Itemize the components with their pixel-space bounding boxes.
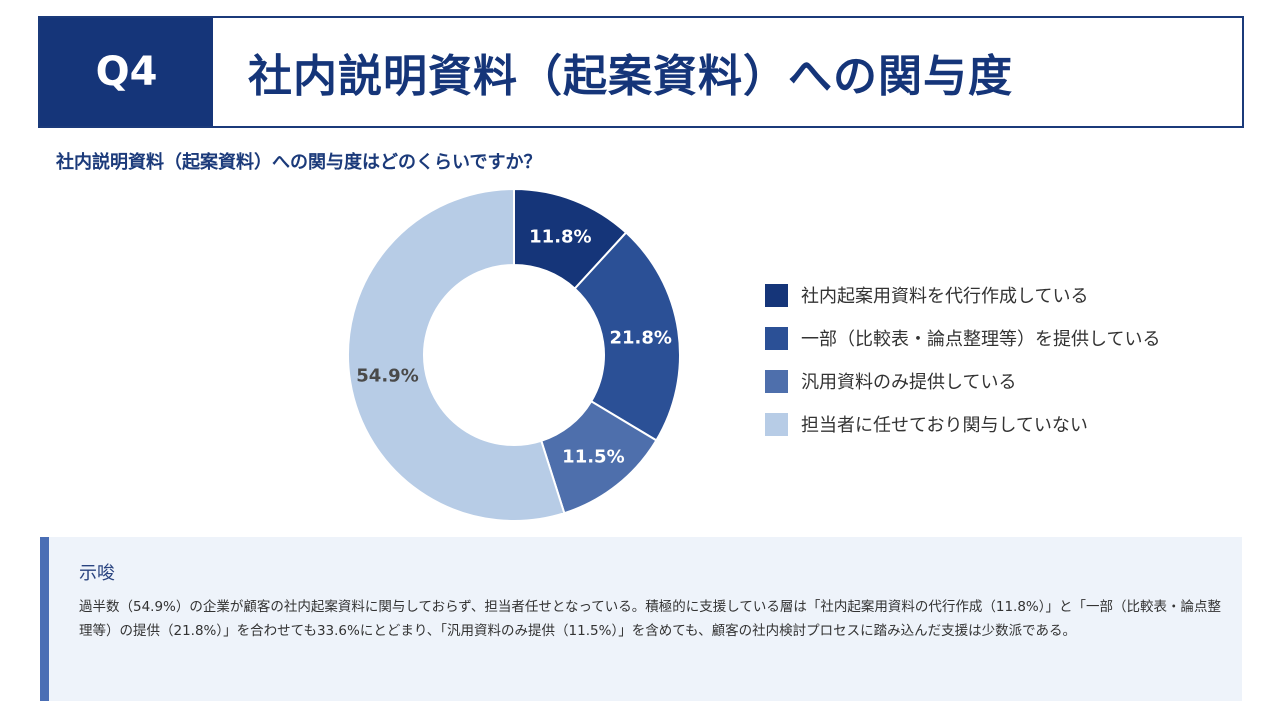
slice-label-1: 11.8%: [529, 227, 591, 248]
donut-slice-2: [573, 231, 681, 442]
question-text: 社内説明資料（起案資料）への関与度はどのくらいですか？: [56, 152, 542, 173]
insight-body: 過半数（54.9%）の企業が顧客の社内起案資料に関与しておらず、担当者任せとなっ…: [79, 599, 1222, 639]
legend-swatch-4: [765, 413, 788, 436]
legend-swatch-3: [765, 370, 788, 393]
legend-label-4: 担当者に任せており関与していない: [801, 415, 1088, 436]
slice-label-3: 11.5%: [562, 446, 624, 467]
slice-label-2: 21.8%: [609, 328, 671, 349]
page-title: 社内説明資料（起案資料）への関与度: [248, 51, 1013, 102]
legend-label-3: 汎用資料のみ提供している: [801, 372, 1016, 393]
header-banner: Q4 社内説明資料（起案資料）への関与度: [38, 16, 1244, 128]
legend-label-2: 一部（比較表・論点整理等）を提供している: [801, 329, 1160, 350]
slice-label-4: 54.9%: [356, 366, 418, 387]
question-number: Q4: [40, 18, 213, 126]
insight-title: 示唆: [79, 563, 115, 584]
insight-box: 示唆 過半数（54.9%）の企業が顧客の社内起案資料に関与しておらず、担当者任せ…: [40, 537, 1242, 701]
legend-swatch-2: [765, 327, 788, 350]
donut-slice-4: [347, 187, 566, 522]
legend-swatch-1: [765, 284, 788, 307]
legend-label-1: 社内起案用資料を代行作成している: [801, 286, 1088, 307]
